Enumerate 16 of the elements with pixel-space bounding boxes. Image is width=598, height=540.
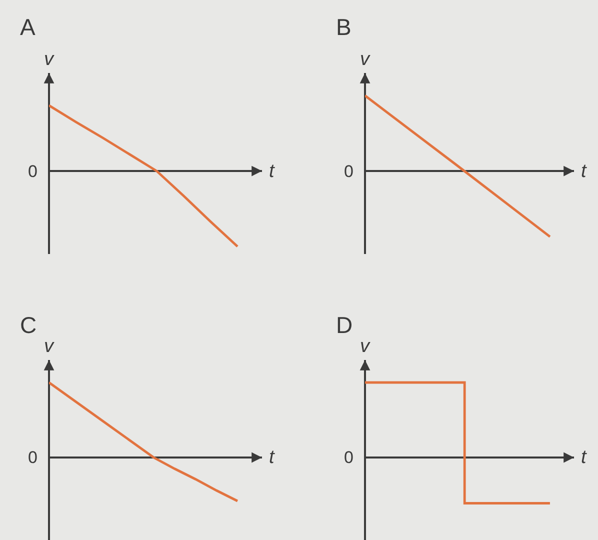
y-axis-title: v — [44, 49, 55, 70]
text: 0 — [344, 448, 354, 467]
chart-title: D — [336, 312, 353, 338]
text: 0 — [344, 162, 354, 181]
x-axis-title: t — [269, 447, 275, 468]
chart-title: C — [20, 312, 37, 338]
chart-title: A — [20, 14, 36, 40]
x-axis-title: t — [581, 161, 587, 182]
text: 0 — [28, 448, 38, 467]
y-axis-title: v — [360, 336, 371, 357]
y-axis-title: v — [44, 336, 55, 357]
chart-title: B — [336, 14, 352, 40]
y-axis-title: v — [360, 49, 371, 70]
x-axis-title: t — [581, 447, 587, 468]
x-axis-title: t — [269, 161, 275, 182]
text: 0 — [28, 162, 38, 181]
